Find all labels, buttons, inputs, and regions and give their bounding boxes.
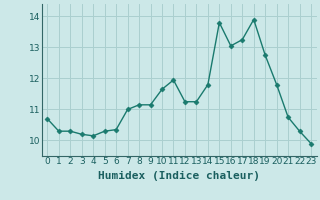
X-axis label: Humidex (Indice chaleur): Humidex (Indice chaleur)	[98, 171, 260, 181]
